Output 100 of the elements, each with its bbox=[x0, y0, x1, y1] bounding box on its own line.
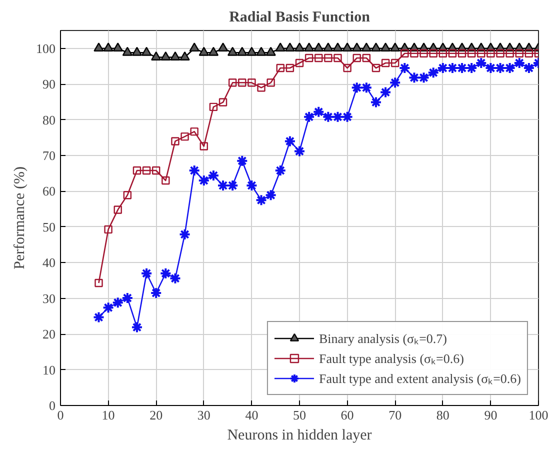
y-tick-label: 90 bbox=[42, 76, 56, 92]
point bbox=[188, 164, 200, 176]
point bbox=[372, 64, 380, 72]
point bbox=[208, 46, 219, 56]
point bbox=[140, 267, 153, 280]
y-tick-label: 10 bbox=[42, 362, 56, 378]
point bbox=[362, 54, 371, 62]
point bbox=[264, 189, 277, 202]
point bbox=[314, 54, 323, 62]
point bbox=[332, 42, 343, 52]
point bbox=[246, 46, 257, 56]
point bbox=[436, 62, 449, 74]
point bbox=[257, 84, 266, 92]
point bbox=[408, 72, 420, 84]
y-axis-title: Performance (%) bbox=[12, 166, 28, 270]
point bbox=[456, 62, 468, 74]
point bbox=[92, 311, 105, 324]
point bbox=[524, 49, 534, 58]
point bbox=[466, 62, 478, 74]
point bbox=[207, 170, 220, 182]
point bbox=[266, 46, 276, 56]
point bbox=[391, 58, 400, 68]
point bbox=[275, 42, 286, 52]
point bbox=[114, 206, 122, 214]
point bbox=[227, 46, 238, 56]
point bbox=[141, 46, 152, 56]
point bbox=[303, 110, 316, 123]
x-tick-label: 80 bbox=[436, 408, 450, 422]
point bbox=[446, 62, 458, 74]
point bbox=[132, 166, 142, 175]
point bbox=[513, 57, 526, 69]
point bbox=[112, 42, 123, 52]
point bbox=[160, 267, 172, 280]
point bbox=[255, 194, 268, 206]
point bbox=[352, 54, 361, 62]
point bbox=[448, 49, 457, 58]
point bbox=[370, 96, 382, 108]
point bbox=[515, 49, 524, 58]
point bbox=[484, 62, 497, 74]
point bbox=[180, 51, 190, 60]
point bbox=[218, 42, 228, 52]
point bbox=[506, 49, 514, 58]
point bbox=[276, 64, 284, 72]
point bbox=[238, 78, 246, 87]
x-tick-label: 40 bbox=[245, 408, 258, 422]
point bbox=[294, 42, 305, 52]
point bbox=[312, 106, 325, 118]
point bbox=[496, 49, 504, 58]
point bbox=[152, 166, 160, 175]
x-tick-label: 20 bbox=[150, 408, 163, 422]
point bbox=[398, 62, 411, 74]
point bbox=[190, 127, 198, 136]
point bbox=[256, 46, 266, 56]
point bbox=[266, 78, 275, 87]
point bbox=[332, 110, 344, 123]
point bbox=[294, 145, 306, 158]
point bbox=[429, 49, 438, 58]
point bbox=[286, 64, 294, 72]
point bbox=[218, 98, 228, 106]
point bbox=[380, 86, 392, 98]
point bbox=[150, 287, 162, 299]
point bbox=[103, 42, 114, 52]
point bbox=[132, 46, 142, 56]
x-tick-label: 100 bbox=[528, 408, 548, 422]
point bbox=[418, 72, 430, 84]
y-tick-label: 100 bbox=[36, 40, 56, 56]
point bbox=[350, 82, 363, 94]
y-tick-label: 30 bbox=[42, 290, 56, 306]
point bbox=[160, 51, 171, 60]
point bbox=[467, 49, 476, 58]
legend-label: Fault type and extent analysis (σₖ=0.6) bbox=[318, 370, 521, 387]
y-tick-label: 60 bbox=[42, 184, 56, 199]
point bbox=[284, 42, 296, 52]
point bbox=[304, 54, 314, 62]
point bbox=[284, 135, 296, 148]
point bbox=[360, 82, 372, 94]
x-tick-label: 30 bbox=[197, 408, 210, 422]
y-tick-label: 0 bbox=[49, 398, 56, 413]
point bbox=[400, 49, 409, 58]
point bbox=[304, 42, 314, 52]
x-tick-label: 10 bbox=[102, 408, 115, 422]
legend-label: Binary analysis (σₖ=0.7) bbox=[318, 330, 447, 347]
point bbox=[237, 46, 248, 56]
y-tick-label: 20 bbox=[42, 326, 56, 342]
point bbox=[102, 302, 114, 314]
point bbox=[226, 180, 239, 192]
point bbox=[504, 62, 516, 74]
point bbox=[170, 51, 180, 60]
point bbox=[334, 54, 342, 62]
point bbox=[458, 49, 466, 58]
point bbox=[104, 225, 112, 234]
point bbox=[180, 132, 189, 141]
point bbox=[323, 42, 334, 52]
x-tick-label: 70 bbox=[388, 408, 402, 422]
point bbox=[486, 49, 495, 58]
point bbox=[343, 64, 352, 72]
point bbox=[295, 58, 304, 68]
point bbox=[94, 42, 104, 52]
point bbox=[477, 49, 486, 58]
point bbox=[122, 46, 133, 56]
